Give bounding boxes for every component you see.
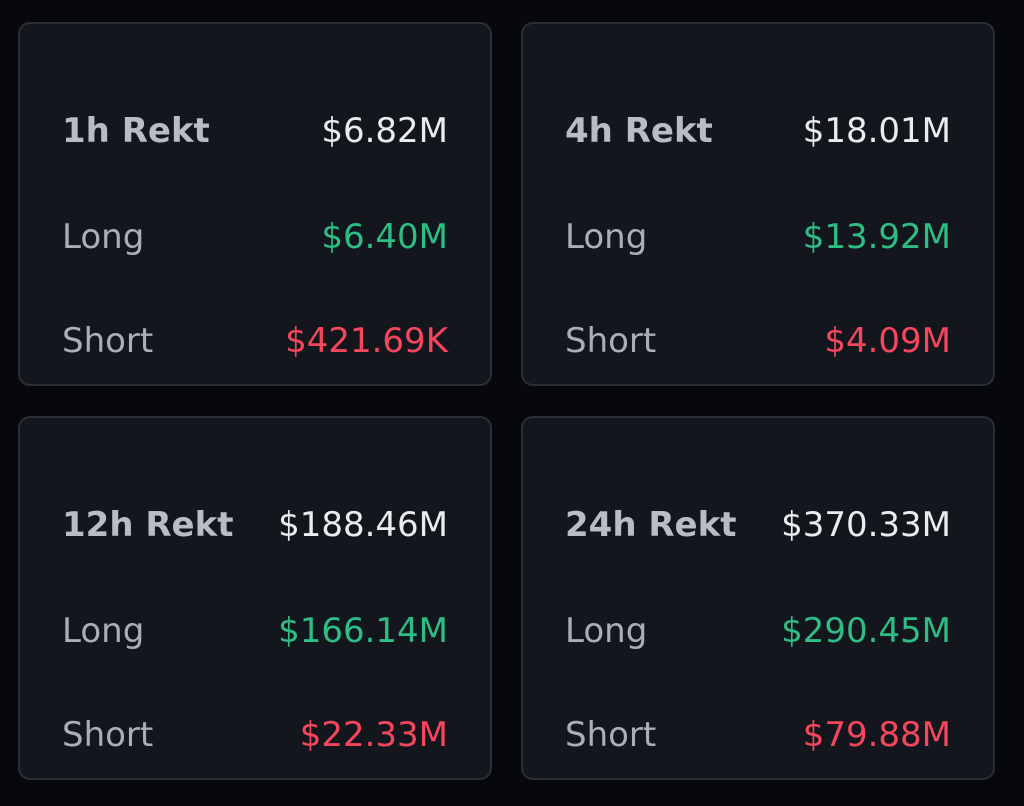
total-value: $18.01M (802, 111, 951, 151)
row-value: $290.45M (781, 611, 951, 651)
row-label: Short (62, 321, 154, 361)
card-row: Long $166.14M (62, 606, 448, 656)
rekt-card: 12h Rekt $188.46M Long $166.14M Short $22.33M (18, 416, 492, 780)
row-label: Long (62, 611, 145, 651)
period-title: 4h Rekt (565, 111, 713, 151)
rekt-card: 24h Rekt $370.33M Long $290.45M Short $79.88M (521, 416, 995, 780)
row-label: Long (565, 217, 648, 257)
row-value: $13.92M (802, 217, 951, 257)
row-label: Short (62, 715, 154, 755)
row-label: Short (565, 715, 657, 755)
period-title: 24h Rekt (565, 505, 737, 545)
card-row: Short $421.69K (62, 316, 448, 366)
card-row: Short $4.09M (565, 316, 951, 366)
period-title: 1h Rekt (62, 111, 210, 151)
card-header: 1h Rekt $6.82M (62, 106, 448, 156)
row-label: Short (565, 321, 657, 361)
row-value: $4.09M (824, 321, 951, 361)
row-label: Long (565, 611, 648, 651)
row-value: $6.40M (321, 217, 448, 257)
row-value: $79.88M (802, 715, 951, 755)
total-value: $188.46M (278, 505, 448, 545)
row-value: $22.33M (299, 715, 448, 755)
card-row: Short $79.88M (565, 710, 951, 760)
card-row: Short $22.33M (62, 710, 448, 760)
card-row: Long $13.92M (565, 212, 951, 262)
card-row: Long $6.40M (62, 212, 448, 262)
rekt-card: 4h Rekt $18.01M Long $13.92M Short $4.09M (521, 22, 995, 386)
card-header: 12h Rekt $188.46M (62, 500, 448, 550)
card-row: Long $290.45M (565, 606, 951, 656)
row-value: $166.14M (278, 611, 448, 651)
row-value: $421.69K (285, 321, 448, 361)
card-header: 24h Rekt $370.33M (565, 500, 951, 550)
row-label: Long (62, 217, 145, 257)
card-header: 4h Rekt $18.01M (565, 106, 951, 156)
period-title: 12h Rekt (62, 505, 234, 545)
rekt-card: 1h Rekt $6.82M Long $6.40M Short $421.69K (18, 22, 492, 386)
total-value: $370.33M (781, 505, 951, 545)
total-value: $6.82M (321, 111, 448, 151)
